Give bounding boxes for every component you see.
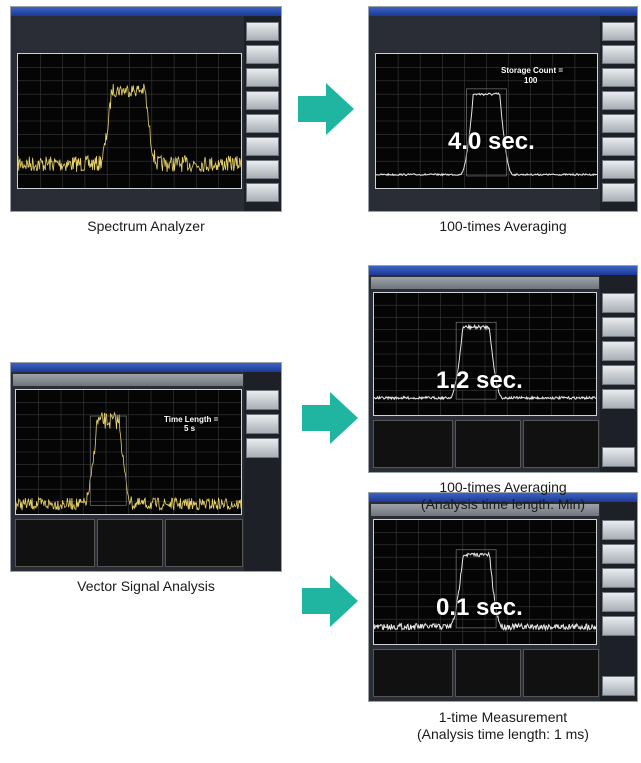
time-length-value: 5 s	[184, 424, 196, 433]
right-arrow-icon	[298, 83, 354, 135]
soft-key[interactable]	[602, 616, 635, 636]
soft-key[interactable]	[246, 414, 279, 434]
spectrum-analyzer-caption: Spectrum Analyzer	[87, 218, 205, 234]
vsa-caption: Vector Signal Analysis	[77, 578, 215, 594]
elapsed-time-label: 4.0 sec.	[448, 128, 535, 155]
title-bar	[369, 7, 637, 16]
vsa-averaging-screen: 1.2 sec.	[368, 265, 638, 473]
soft-key[interactable]	[602, 45, 635, 64]
frequency-time-info	[15, 519, 95, 567]
trigger-info	[165, 519, 243, 567]
soft-key-panel	[600, 16, 637, 211]
soft-key[interactable]	[246, 390, 279, 410]
trigger-info	[523, 420, 599, 468]
spectrum-plot: Time Length = 5 s	[15, 389, 242, 515]
spectrum-trace	[18, 54, 241, 188]
soft-key[interactable]	[246, 183, 279, 202]
soft-key-panel	[600, 502, 637, 701]
soft-key[interactable]	[602, 568, 635, 588]
level-info	[455, 649, 521, 697]
soft-key[interactable]	[602, 341, 635, 361]
soft-key[interactable]	[602, 365, 635, 385]
soft-key-panel	[600, 275, 637, 472]
spectrum-trace	[16, 390, 241, 514]
title-bar	[11, 7, 281, 16]
vsa-screen: Time Length = 5 s	[10, 362, 282, 572]
soft-key[interactable]	[246, 68, 279, 87]
title-bar	[369, 493, 637, 502]
frequency-time-info	[373, 420, 453, 468]
vsa-single-screen: 0.1 sec.	[368, 492, 638, 702]
spectrum-analyzer-screen	[10, 6, 282, 212]
soft-key-panel	[244, 372, 281, 571]
spectrum-trace	[376, 54, 597, 188]
soft-key[interactable]	[246, 137, 279, 156]
vsa-single-caption-line2: (Analysis time length: 1 ms)	[417, 726, 589, 742]
soft-key[interactable]	[602, 293, 635, 313]
soft-key[interactable]	[246, 438, 279, 458]
spectrum-header	[371, 504, 599, 516]
soft-key-panel	[244, 16, 281, 211]
spectrum-trace	[374, 520, 596, 644]
frequency-time-info	[373, 649, 453, 697]
averaging-screen: Storage Count = 100 4.0 sec.	[368, 6, 638, 212]
soft-key[interactable]	[246, 160, 279, 179]
soft-key[interactable]	[246, 45, 279, 64]
soft-key[interactable]	[602, 592, 635, 612]
title-bar	[11, 363, 281, 372]
spectrum-header	[371, 277, 599, 289]
soft-key[interactable]	[602, 447, 635, 467]
right-arrow-icon	[302, 392, 358, 444]
averaging-caption: 100-times Averaging	[439, 218, 567, 234]
soft-key[interactable]	[246, 22, 279, 41]
spectrum-header	[13, 374, 243, 386]
spectrum-plot: 1.2 sec.	[373, 292, 597, 416]
spectrum-plot: 0.1 sec.	[373, 519, 597, 645]
soft-key[interactable]	[602, 676, 635, 696]
storage-count-value: 100	[524, 76, 538, 85]
soft-key[interactable]	[602, 317, 635, 337]
spectrum-plot: Storage Count = 100 4.0 sec.	[375, 53, 598, 189]
vsa-single-caption-line1: 1-time Measurement	[438, 709, 568, 725]
soft-key[interactable]	[246, 91, 279, 110]
level-info	[455, 420, 521, 468]
vsa-averaging-caption-line1: 100-times Averaging	[439, 479, 567, 495]
soft-key[interactable]	[602, 160, 635, 179]
soft-key[interactable]	[602, 114, 635, 133]
soft-key[interactable]	[602, 183, 635, 202]
elapsed-time-label: 0.1 sec.	[436, 594, 523, 621]
spectrum-plot	[17, 53, 242, 189]
soft-key[interactable]	[602, 389, 635, 409]
soft-key[interactable]	[602, 22, 635, 41]
vsa-averaging-caption-line2: (Analysis time length: Min)	[420, 496, 586, 512]
title-bar	[369, 266, 637, 275]
soft-key[interactable]	[602, 544, 635, 564]
level-info	[97, 519, 163, 567]
elapsed-time-label: 1.2 sec.	[436, 367, 523, 394]
trigger-info	[523, 649, 599, 697]
soft-key[interactable]	[602, 520, 635, 540]
time-length-label: Time Length =	[164, 415, 219, 424]
soft-key[interactable]	[602, 137, 635, 156]
right-arrow-icon	[302, 575, 358, 627]
soft-key[interactable]	[246, 114, 279, 133]
storage-count-label: Storage Count =	[501, 66, 564, 75]
soft-key[interactable]	[602, 68, 635, 87]
soft-key[interactable]	[602, 91, 635, 110]
spectrum-trace	[374, 293, 596, 415]
